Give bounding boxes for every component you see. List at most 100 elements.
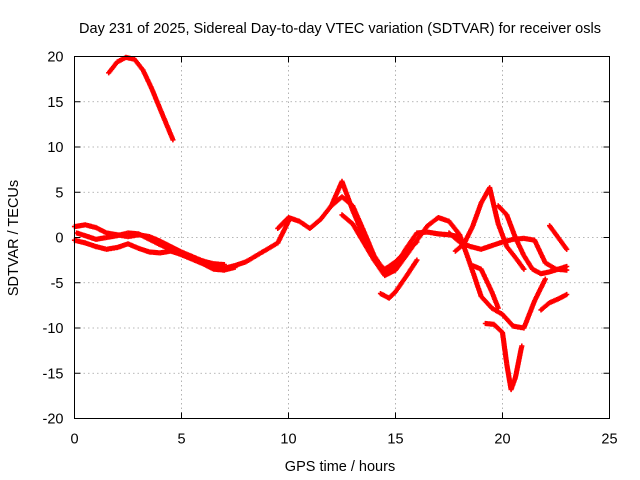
data-point <box>392 254 408 273</box>
data-point <box>564 246 570 252</box>
data-point <box>339 212 355 226</box>
data-point <box>221 262 227 268</box>
x-tick-label: 0 <box>70 432 78 448</box>
x-tick-label: 20 <box>494 432 510 448</box>
data-point <box>555 234 569 251</box>
data-point <box>542 276 548 282</box>
data-point <box>350 221 366 244</box>
y-tick-label: 20 <box>47 50 63 66</box>
x-tick-label: 15 <box>387 432 403 448</box>
data-point <box>521 253 535 271</box>
data-point <box>275 220 291 246</box>
data-point <box>350 207 366 237</box>
data-point <box>307 217 322 231</box>
x-axis-label: GPS time / hours <box>285 459 395 475</box>
data-point <box>157 106 169 126</box>
y-tick-label: 15 <box>47 95 63 111</box>
data-points <box>71 54 570 393</box>
data-point <box>512 254 526 271</box>
data-point <box>446 230 462 244</box>
data-point <box>512 234 526 257</box>
data-point <box>461 225 475 247</box>
y-tick-label: -10 <box>43 321 64 337</box>
data-point <box>148 85 163 111</box>
data-point <box>414 239 420 245</box>
data-point <box>521 266 527 272</box>
x-tick-labels: 0 5 10 15 20 25 <box>70 432 617 448</box>
y-tick-labels: -20 -15 -10 -5 0 5 10 15 20 <box>43 50 64 428</box>
data-point <box>521 299 537 331</box>
x-tick-label: 10 <box>280 432 296 448</box>
y-tick-label: -15 <box>43 366 64 382</box>
data-point <box>403 240 419 254</box>
series-arc-10 <box>452 185 527 272</box>
data-point <box>489 289 501 310</box>
data-point <box>106 60 119 76</box>
data-point <box>93 244 108 252</box>
data-point <box>93 235 108 242</box>
series-arc-14 <box>538 291 570 313</box>
data-point <box>478 266 494 293</box>
series-arc-7 <box>339 212 420 272</box>
series-arc-1 <box>106 54 176 143</box>
data-point <box>499 311 515 328</box>
y-tick-label: -5 <box>51 276 64 292</box>
data-point <box>446 218 462 237</box>
y-tick-label: 0 <box>55 231 63 247</box>
data-point <box>512 345 525 381</box>
data-point <box>495 221 509 248</box>
data-point <box>232 264 238 270</box>
data-point <box>382 260 397 272</box>
data-point <box>392 275 408 295</box>
chart-title: Day 231 of 2025, Sidereal Day-to-day VTE… <box>79 21 601 37</box>
data-point <box>275 216 290 231</box>
series-arc-8 <box>377 257 420 301</box>
data-point <box>491 321 504 335</box>
data-point <box>392 249 408 265</box>
data-point <box>131 56 145 72</box>
y-axis-label: SDTVAR / TECUs <box>6 180 22 296</box>
data-point <box>547 223 560 239</box>
data-point <box>532 237 548 264</box>
data-point <box>318 204 333 222</box>
y-tick-label: 5 <box>55 185 63 201</box>
data-point <box>467 244 483 252</box>
series-arc-4 <box>74 230 227 268</box>
data-point <box>495 305 501 311</box>
data-point <box>170 137 176 143</box>
data-point <box>532 277 548 304</box>
data-point <box>452 242 466 254</box>
series-arc-12 <box>467 262 501 311</box>
x-tick-label: 25 <box>601 432 617 448</box>
data-point <box>478 293 494 310</box>
data-point <box>499 329 510 366</box>
series-arc-15 <box>547 223 570 252</box>
data-point <box>414 257 420 263</box>
data-point <box>495 203 509 217</box>
data-point <box>360 239 376 262</box>
series-arc-2 <box>71 218 292 271</box>
data-point <box>339 178 355 212</box>
x-tick-label: 5 <box>177 432 185 448</box>
data-point <box>403 258 419 279</box>
y-tick-label: -20 <box>43 412 64 428</box>
data-point <box>504 212 518 239</box>
data-point <box>469 202 484 230</box>
data-point <box>564 291 570 298</box>
data-point <box>82 233 98 242</box>
data-point <box>519 343 525 349</box>
series-arc-13 <box>482 320 525 393</box>
data-point <box>487 185 501 225</box>
data-point <box>538 301 552 313</box>
plot-frame <box>74 56 610 419</box>
data-point <box>504 244 517 259</box>
data-point <box>140 67 154 90</box>
data-point <box>104 245 119 252</box>
data-point <box>163 121 175 141</box>
data-point <box>386 290 397 301</box>
series-arc-11 <box>495 203 570 277</box>
y-tick-label: 10 <box>47 140 63 156</box>
data-point <box>564 263 570 270</box>
data-point <box>114 241 130 251</box>
